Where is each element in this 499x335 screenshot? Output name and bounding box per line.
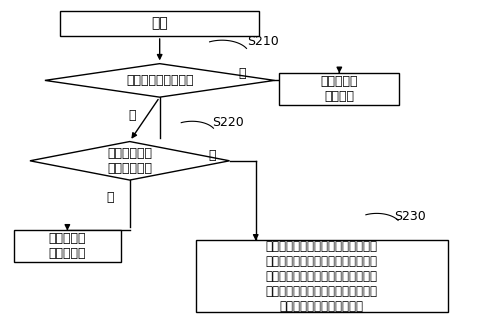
Text: 是: 是: [128, 109, 136, 122]
Text: 判断屏端是否
进入测试模式: 判断屏端是否 进入测试模式: [107, 147, 152, 175]
Text: 判断智能卡是否插入: 判断智能卡是否插入: [126, 74, 194, 87]
Text: 否: 否: [208, 149, 216, 162]
Polygon shape: [30, 141, 230, 180]
Text: 开始: 开始: [151, 16, 168, 30]
Text: S220: S220: [212, 116, 244, 129]
Text: 将卡状态设
置为无卡: 将卡状态设 置为无卡: [320, 75, 358, 103]
Bar: [279, 73, 399, 105]
Bar: [14, 230, 121, 262]
Polygon shape: [45, 64, 274, 97]
Bar: [196, 241, 448, 312]
Text: 否: 否: [238, 67, 246, 80]
Text: 判断智能卡是否与屏端握手成功以及
是否合法，在智能卡与屏端握手成功
且合法时，将卡状态设置为合法卡；
在智能卡与屏端握手不成功或不合法
时，将卡状态设置为非法卡: 判断智能卡是否与屏端握手成功以及 是否合法，在智能卡与屏端握手成功 且合法时，将…: [266, 240, 378, 313]
Text: S210: S210: [247, 36, 279, 48]
Text: 是: 是: [106, 191, 114, 204]
Text: S230: S230: [394, 210, 426, 222]
Bar: [60, 11, 259, 36]
Text: 将卡状态设
置为测试卡: 将卡状态设 置为测试卡: [48, 232, 86, 260]
